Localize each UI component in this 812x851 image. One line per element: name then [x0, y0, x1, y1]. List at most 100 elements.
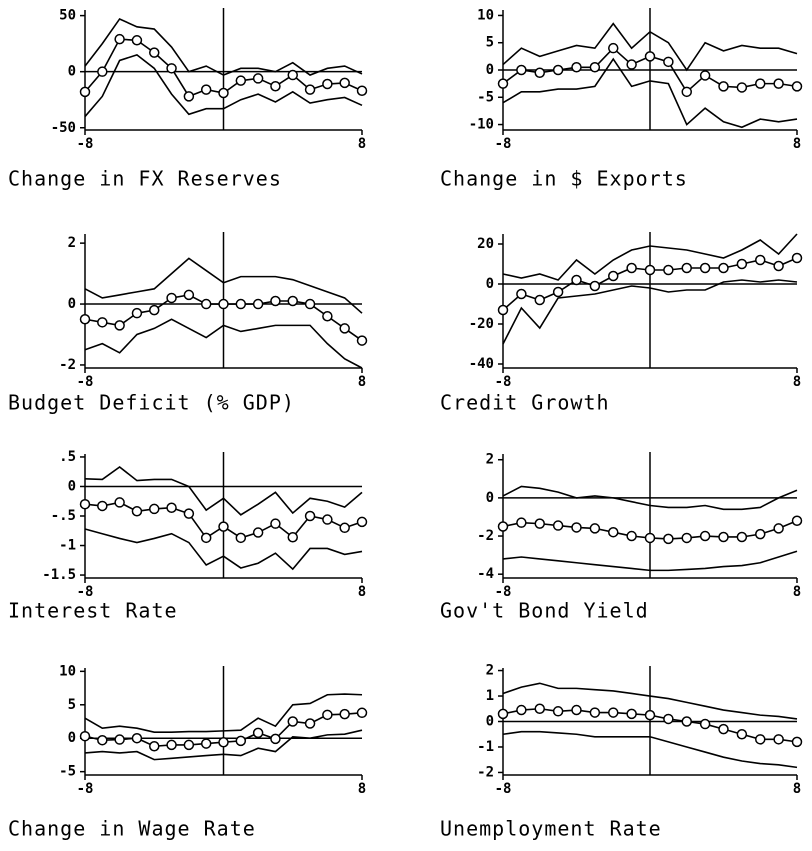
point-marker — [114, 320, 125, 331]
point-marker — [663, 533, 674, 545]
point-marker — [287, 716, 298, 727]
x-tick-label: 8 — [793, 136, 801, 152]
point-marker — [791, 515, 803, 527]
point-marker — [356, 85, 368, 96]
point-marker — [718, 262, 729, 274]
panel: -40 -20 0 20 -8 8 Credit Growth — [440, 232, 803, 415]
y-tick-label: 0 — [68, 296, 76, 312]
point-marker — [97, 734, 108, 746]
series-line — [502, 730, 798, 769]
point-marker — [534, 703, 545, 715]
series-line — [502, 22, 798, 72]
x-tick-label: -8 — [495, 781, 512, 797]
point-marker — [699, 70, 711, 81]
point-marker — [608, 270, 619, 282]
point-marker — [644, 264, 656, 276]
y-tick-label: 20 — [477, 236, 494, 252]
point-marker — [304, 84, 316, 95]
point-marker — [235, 735, 247, 747]
panel: -1.5 -1 -.5 0 .5 -8 8 Interest Rate — [8, 449, 368, 623]
x-tick-label: 8 — [358, 136, 366, 152]
point-marker — [166, 739, 177, 751]
point-marker — [736, 82, 748, 93]
point-marker — [339, 708, 350, 720]
series-line — [84, 528, 363, 571]
point-marker — [626, 708, 637, 720]
point-marker — [79, 498, 91, 510]
point-marker — [699, 262, 711, 274]
point-marker — [149, 503, 160, 515]
chart-title: Gov't Bond Yield — [440, 599, 649, 623]
point-marker — [736, 531, 748, 543]
y-tick-label: 5 — [68, 697, 76, 713]
point-marker — [252, 527, 264, 538]
point-marker — [791, 81, 803, 92]
y-tick-label: -5 — [59, 764, 76, 780]
y-tick-label: 50 — [59, 8, 76, 24]
point-marker — [218, 736, 229, 748]
chart-title: Change in Wage Rate — [8, 817, 256, 841]
point-marker — [235, 75, 247, 86]
chart-title: Interest Rate — [8, 599, 178, 623]
y-tick-label: -10 — [469, 117, 494, 133]
point-marker — [97, 317, 108, 328]
x-tick-label: -8 — [77, 781, 94, 797]
point-marker — [322, 310, 333, 322]
point-marker — [356, 707, 368, 719]
y-tick-label: -2 — [477, 528, 494, 544]
y-tick-label: 1 — [486, 688, 494, 704]
point-marker — [497, 521, 509, 532]
x-tick-label: -8 — [495, 374, 512, 390]
point-marker — [755, 254, 766, 266]
point-marker — [534, 294, 545, 306]
point-marker — [149, 740, 160, 752]
y-tick-label: -1.5 — [42, 567, 76, 583]
point-marker — [114, 734, 125, 745]
x-tick-label: 8 — [358, 374, 366, 390]
point-marker — [626, 530, 637, 542]
series-line — [84, 729, 363, 761]
series-line — [84, 53, 363, 118]
point-marker — [235, 298, 247, 310]
y-tick-label: 2 — [68, 235, 76, 251]
x-tick-label: -8 — [77, 136, 94, 152]
point-marker — [339, 522, 350, 534]
point-marker — [322, 709, 333, 721]
point-marker — [552, 286, 564, 298]
series-line — [502, 279, 798, 345]
chart-title: Credit Growth — [440, 391, 610, 415]
x-tick-label: 8 — [793, 781, 801, 797]
y-tick-label: 0 — [486, 62, 494, 78]
point-marker — [97, 500, 108, 512]
x-tick-label: -8 — [77, 374, 94, 390]
point-marker — [252, 73, 264, 84]
series-line — [502, 682, 798, 720]
chart-title: Budget Deficit (% GDP) — [8, 391, 295, 415]
point-marker — [79, 730, 91, 742]
point-marker — [516, 288, 527, 300]
point-marker — [131, 307, 143, 319]
series-line — [84, 693, 363, 733]
point-marker — [534, 518, 545, 529]
point-marker — [755, 78, 766, 89]
x-tick-label: 8 — [358, 781, 366, 797]
point-marker — [322, 78, 333, 90]
y-tick-label: -2 — [59, 357, 76, 373]
series-line — [84, 465, 363, 516]
point-marker — [131, 732, 143, 744]
point-marker — [534, 67, 545, 78]
point-marker — [339, 77, 350, 89]
point-marker — [114, 497, 125, 508]
point-marker — [681, 262, 692, 274]
series-line — [84, 257, 363, 314]
point-marker — [773, 734, 784, 745]
point-marker — [218, 87, 229, 99]
point-marker — [516, 517, 527, 528]
point-marker — [200, 298, 212, 310]
point-marker — [270, 518, 281, 529]
point-marker — [644, 709, 656, 721]
point-marker — [608, 526, 619, 538]
point-marker — [571, 704, 582, 716]
point-marker — [166, 502, 177, 513]
point-marker — [218, 521, 229, 532]
